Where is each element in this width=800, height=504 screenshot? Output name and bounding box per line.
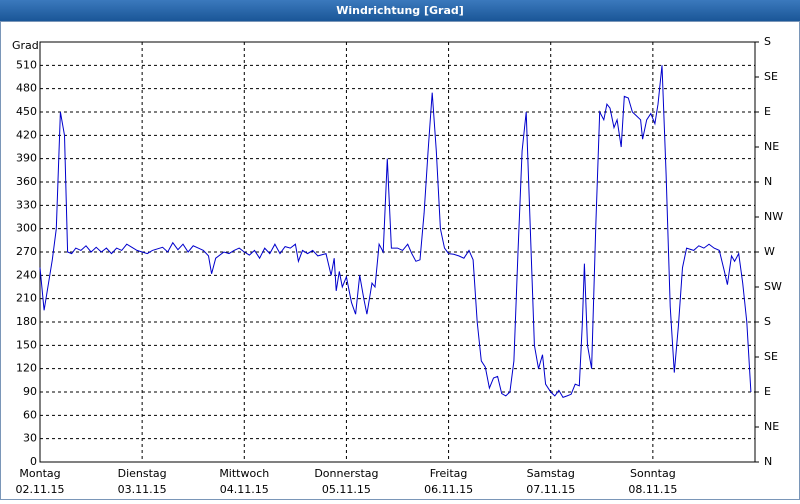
y-tick-label: 510	[16, 58, 37, 71]
y-tick-label: 420	[16, 128, 37, 141]
y-tick-label: 0	[30, 455, 37, 468]
y2-tick-label: E	[764, 385, 771, 398]
x-tick-date: 03.11.15	[118, 483, 167, 496]
y-tick-label: 450	[16, 105, 37, 118]
x-tick-label: Sonntag	[630, 467, 676, 480]
y-tick-label: 210	[16, 292, 37, 305]
y-axis-label: Grad	[12, 39, 39, 52]
y2-tick-label: NE	[764, 420, 779, 433]
x-tick-date: 06.11.15	[424, 483, 473, 496]
x-tick-date: 05.11.15	[322, 483, 371, 496]
y-tick-label: 120	[16, 362, 37, 375]
x-tick-label: Mittwoch	[219, 467, 269, 480]
x-tick-label: Freitag	[430, 467, 468, 480]
y2-tick-label: E	[764, 105, 771, 118]
y-tick-label: 90	[23, 385, 37, 398]
x-tick-date: 07.11.15	[526, 483, 575, 496]
y2-tick-label: W	[764, 245, 775, 258]
chart-frame	[0, 21, 800, 500]
y-tick-label: 150	[16, 338, 37, 351]
line-series	[39, 65, 752, 399]
y-tick-label: 60	[23, 408, 37, 421]
y2-tick-label: SW	[764, 280, 782, 293]
x-tick-date: 04.11.15	[220, 483, 269, 496]
y2-tick-label: NW	[764, 210, 783, 223]
y-tick-label: 270	[16, 245, 37, 258]
y-tick-label: 330	[16, 198, 37, 211]
y2-tick-label: N	[764, 175, 772, 188]
y2-tick-label: S	[764, 35, 771, 48]
y2-tick-label: SE	[764, 350, 778, 363]
y2-tick-label: N	[764, 455, 772, 468]
y-tick-label: 300	[16, 222, 37, 235]
x-tick-label: Montag	[19, 467, 60, 480]
x-tick-date: 02.11.15	[16, 483, 65, 496]
x-tick-label: Dienstag	[118, 467, 167, 480]
chart-title: Windrichtung [Grad]	[336, 4, 464, 17]
x-tick-date: 08.11.15	[628, 483, 677, 496]
y-tick-label: 390	[16, 152, 37, 165]
y-tick-label: 480	[16, 82, 37, 95]
plot-border	[39, 41, 756, 463]
y-tick-label: 180	[16, 315, 37, 328]
y2-tick-label: NE	[764, 140, 779, 153]
x-tick-label: Samstag	[527, 467, 575, 480]
y-tick-label: 360	[16, 175, 37, 188]
y2-tick-label: SE	[764, 70, 778, 83]
title-bar	[0, 0, 800, 21]
y-tick-label: 30	[23, 432, 37, 445]
y2-tick-label: S	[764, 315, 771, 328]
y-tick-label: 240	[16, 268, 37, 281]
x-tick-label: Donnerstag	[314, 467, 378, 480]
